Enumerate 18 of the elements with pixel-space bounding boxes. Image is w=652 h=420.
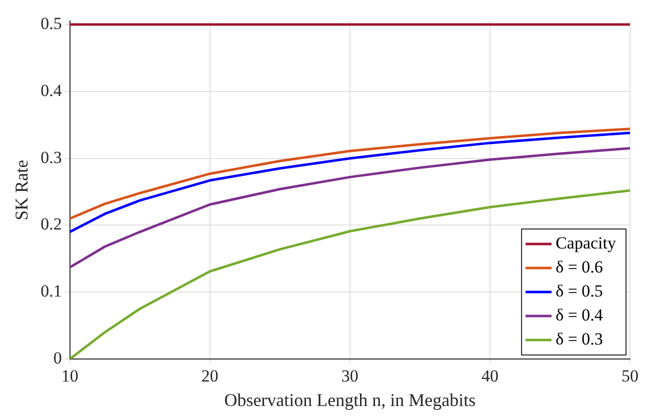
- legend-label: Capacity: [556, 233, 616, 252]
- x-tick-label: 20: [201, 366, 218, 386]
- y-tick-label: 0.3: [40, 148, 62, 167]
- y-tick-label: 0.1: [40, 282, 62, 301]
- legend-label: δ = 0.4: [556, 305, 604, 324]
- legend-label: δ = 0.6: [556, 257, 603, 276]
- x-tick-label: 10: [61, 366, 78, 386]
- x-tick-label: 30: [341, 366, 358, 386]
- y-tick-label: 0.4: [40, 80, 62, 100]
- y-axis-title: SK Rate: [12, 160, 32, 220]
- y-tick-label: 0: [53, 348, 62, 368]
- x-axis-title: Observation Length n, in Megabits: [224, 390, 476, 410]
- y-tick-label: 0.2: [40, 214, 62, 234]
- legend-label: δ = 0.3: [556, 329, 603, 348]
- y-tick-label: 0.5: [40, 14, 62, 34]
- legend-label: δ = 0.5: [556, 281, 603, 300]
- x-tick-label: 40: [481, 366, 498, 386]
- x-tick-label: 50: [622, 366, 638, 386]
